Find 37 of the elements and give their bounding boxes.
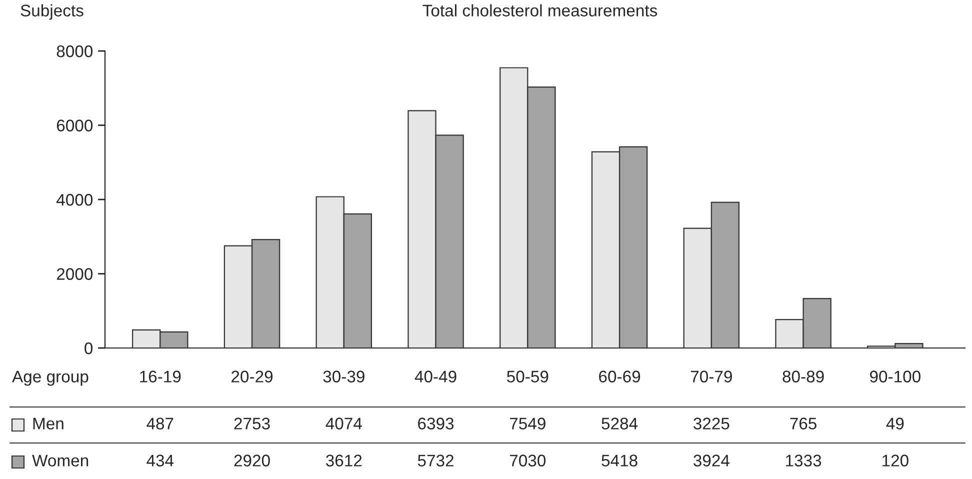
chart-title: Total cholesterol measurements xyxy=(422,4,658,16)
y-axis-title: Subjects xyxy=(20,4,84,20)
y-tick-label: 4000 xyxy=(56,194,93,206)
x-tick-label: 60-69 xyxy=(599,370,640,382)
x-tick-label: 16-19 xyxy=(140,370,181,382)
legend-label: Men xyxy=(33,418,64,430)
y-tick-label: 6000 xyxy=(56,120,93,132)
x-tick-label: 30-39 xyxy=(323,370,364,382)
data-label: 3225 xyxy=(694,418,730,430)
data-label: 434 xyxy=(146,454,174,466)
data-label: 3612 xyxy=(326,454,362,466)
x-tick-label: 70-79 xyxy=(690,370,732,382)
data-label: 5284 xyxy=(602,418,638,430)
data-label: 487 xyxy=(146,418,174,430)
data-label: 1333 xyxy=(786,454,822,466)
data-label: 4074 xyxy=(326,418,362,430)
x-tick-label: 80-89 xyxy=(782,370,824,382)
data-label: 765 xyxy=(790,418,816,430)
data-label: 6393 xyxy=(418,418,454,430)
data-label: 5732 xyxy=(418,454,454,466)
y-tick-label: 2000 xyxy=(56,268,93,280)
data-label: 3924 xyxy=(694,454,730,466)
legend-label: Women xyxy=(32,454,88,466)
x-tick-label: 90-100 xyxy=(870,370,920,382)
y-tick-label: 0 xyxy=(84,342,93,354)
x-tick-label: 50-59 xyxy=(507,370,548,382)
data-label: 2920 xyxy=(234,454,270,466)
x-tick-label: 20-29 xyxy=(232,370,273,382)
x-axis-title: Age group xyxy=(12,370,88,386)
y-tick-label: 8000 xyxy=(56,45,93,58)
data-label: 7549 xyxy=(510,418,546,430)
data-label: 49 xyxy=(886,418,904,430)
data-label: 5418 xyxy=(602,454,638,466)
data-label: 7030 xyxy=(510,454,546,466)
data-label: 120 xyxy=(882,454,908,466)
x-tick-label: 40-49 xyxy=(414,370,456,382)
data-label: 2753 xyxy=(234,418,270,430)
